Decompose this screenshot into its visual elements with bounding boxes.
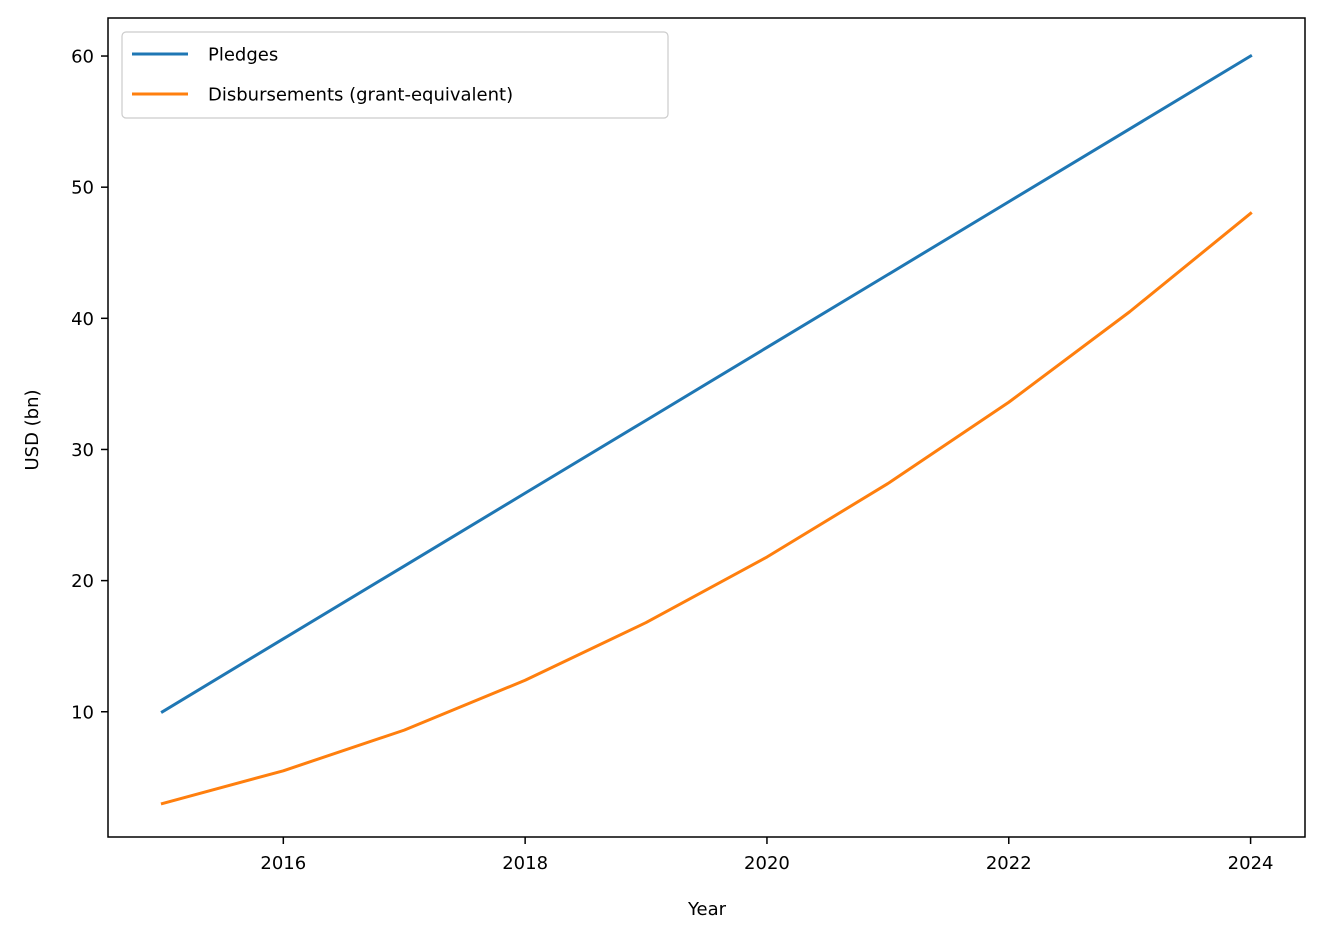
x-tick-label: 2016	[260, 853, 306, 874]
axes-frame	[107, 17, 1306, 838]
y-tick-label: 60	[71, 47, 94, 68]
y-tick-label: 20	[71, 571, 94, 592]
x-tick-label: 2020	[744, 853, 790, 874]
legend-label-0: Pledges	[208, 45, 278, 66]
x-axis-label: Year	[687, 899, 727, 920]
y-tick-label: 10	[71, 702, 94, 723]
legend-label-1: Disbursements (grant-equivalent)	[208, 85, 513, 106]
plot-area	[160, 53, 1253, 806]
x-tick-label: 2024	[1228, 853, 1274, 874]
y-tick-label: 40	[71, 309, 94, 330]
series-line-0	[160, 53, 1253, 714]
y-axis-label: USD (bn)	[22, 389, 43, 470]
x-tick-label: 2022	[986, 853, 1032, 874]
y-tick-label: 50	[71, 178, 94, 199]
legend-box	[121, 31, 669, 119]
axes: 2016 2018 2020 2022 2024 10 20 30 40 50 60	[71, 17, 1306, 874]
x-tick-label: 2018	[502, 853, 548, 874]
series-line-1	[160, 211, 1253, 806]
y-tick-label: 30	[71, 440, 94, 461]
legend: Pledges Disbursements (grant-equivalent)	[121, 31, 669, 119]
